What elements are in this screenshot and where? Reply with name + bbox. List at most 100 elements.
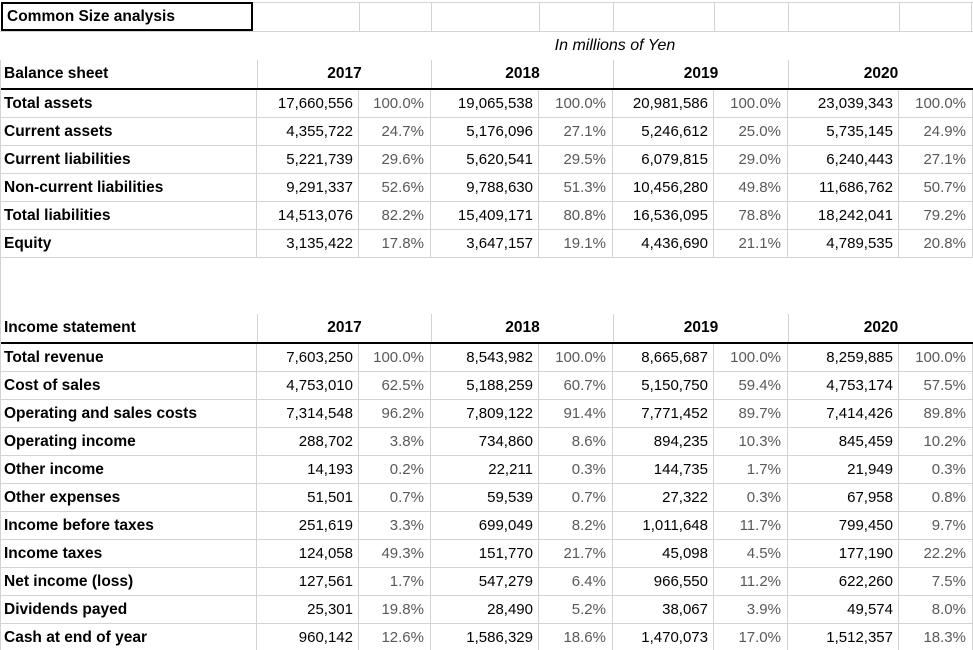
percent-cell[interactable]: 100.0%	[714, 90, 788, 117]
row-label[interactable]: Other expenses	[0, 484, 257, 511]
percent-cell[interactable]: 8.2%	[539, 512, 613, 539]
percent-cell[interactable]: 29.0%	[714, 146, 788, 173]
row-label[interactable]: Income taxes	[0, 540, 257, 567]
percent-cell[interactable]: 27.1%	[539, 118, 613, 145]
row-label[interactable]: Cash at end of year	[0, 624, 257, 650]
year-header-2020[interactable]: 2020	[788, 314, 973, 342]
row-label[interactable]: Total revenue	[0, 344, 257, 371]
percent-cell[interactable]: 51.3%	[539, 174, 613, 201]
value-cell[interactable]: 966,550	[613, 568, 714, 595]
percent-cell[interactable]: 89.8%	[899, 400, 973, 427]
percent-cell[interactable]: 3.9%	[714, 596, 788, 623]
percent-cell[interactable]: 8.6%	[539, 428, 613, 455]
percent-cell[interactable]: 20.8%	[899, 230, 973, 257]
percent-cell[interactable]: 0.3%	[539, 456, 613, 483]
percent-cell[interactable]: 3.8%	[359, 428, 431, 455]
row-label[interactable]: Operating and sales costs	[0, 400, 257, 427]
percent-cell[interactable]: 100.0%	[539, 344, 613, 371]
percent-cell[interactable]: 10.2%	[899, 428, 973, 455]
percent-cell[interactable]: 100.0%	[359, 344, 431, 371]
value-cell[interactable]: 4,436,690	[613, 230, 714, 257]
percent-cell[interactable]: 96.2%	[359, 400, 431, 427]
percent-cell[interactable]: 62.5%	[359, 372, 431, 399]
value-cell[interactable]: 622,260	[788, 568, 899, 595]
row-label[interactable]: Cost of sales	[0, 372, 257, 399]
value-cell[interactable]: 7,603,250	[257, 344, 359, 371]
value-cell[interactable]: 20,981,586	[613, 90, 714, 117]
row-label[interactable]: Non-current liabilities	[0, 174, 257, 201]
value-cell[interactable]: 5,188,259	[431, 372, 539, 399]
percent-cell[interactable]: 19.8%	[359, 596, 431, 623]
row-label[interactable]: Current assets	[0, 118, 257, 145]
percent-cell[interactable]: 18.6%	[539, 624, 613, 650]
value-cell[interactable]: 4,753,174	[788, 372, 899, 399]
title-cell[interactable]: Common Size analysis	[1, 2, 253, 31]
value-cell[interactable]: 15,409,171	[431, 202, 539, 229]
value-cell[interactable]: 251,619	[257, 512, 359, 539]
percent-cell[interactable]: 100.0%	[714, 344, 788, 371]
percent-cell[interactable]: 9.7%	[899, 512, 973, 539]
percent-cell[interactable]: 10.3%	[714, 428, 788, 455]
row-label[interactable]: Current liabilities	[0, 146, 257, 173]
row-label[interactable]: Other income	[0, 456, 257, 483]
value-cell[interactable]: 960,142	[257, 624, 359, 650]
value-cell[interactable]: 8,259,885	[788, 344, 899, 371]
value-cell[interactable]: 6,079,815	[613, 146, 714, 173]
percent-cell[interactable]: 17.0%	[714, 624, 788, 650]
row-label[interactable]: Dividends payed	[0, 596, 257, 623]
value-cell[interactable]: 25,301	[257, 596, 359, 623]
percent-cell[interactable]: 4.5%	[714, 540, 788, 567]
percent-cell[interactable]: 0.8%	[899, 484, 973, 511]
year-header-2020[interactable]: 2020	[788, 60, 973, 88]
row-label[interactable]: Total assets	[0, 90, 257, 117]
value-cell[interactable]: 177,190	[788, 540, 899, 567]
percent-cell[interactable]: 17.8%	[359, 230, 431, 257]
value-cell[interactable]: 151,770	[431, 540, 539, 567]
value-cell[interactable]: 4,789,535	[788, 230, 899, 257]
value-cell[interactable]: 7,771,452	[613, 400, 714, 427]
percent-cell[interactable]: 60.7%	[539, 372, 613, 399]
value-cell[interactable]: 45,098	[613, 540, 714, 567]
value-cell[interactable]: 14,193	[257, 456, 359, 483]
value-cell[interactable]: 14,513,076	[257, 202, 359, 229]
value-cell[interactable]: 7,809,122	[431, 400, 539, 427]
row-label[interactable]: Income before taxes	[0, 512, 257, 539]
value-cell[interactable]: 18,242,041	[788, 202, 899, 229]
value-cell[interactable]: 845,459	[788, 428, 899, 455]
percent-cell[interactable]: 100.0%	[359, 90, 431, 117]
value-cell[interactable]: 124,058	[257, 540, 359, 567]
section-label-income-statement[interactable]: Income statement	[4, 319, 136, 336]
row-label[interactable]: Net income (loss)	[0, 568, 257, 595]
percent-cell[interactable]: 3.3%	[359, 512, 431, 539]
value-cell[interactable]: 1,586,329	[431, 624, 539, 650]
percent-cell[interactable]: 21.7%	[539, 540, 613, 567]
percent-cell[interactable]: 8.0%	[899, 596, 973, 623]
value-cell[interactable]: 3,135,422	[257, 230, 359, 257]
percent-cell[interactable]: 49.3%	[359, 540, 431, 567]
value-cell[interactable]: 49,574	[788, 596, 899, 623]
percent-cell[interactable]: 100.0%	[899, 344, 973, 371]
percent-cell[interactable]: 18.3%	[899, 624, 973, 650]
percent-cell[interactable]: 11.2%	[714, 568, 788, 595]
percent-cell[interactable]: 19.1%	[539, 230, 613, 257]
percent-cell[interactable]: 82.2%	[359, 202, 431, 229]
percent-cell[interactable]: 12.6%	[359, 624, 431, 650]
percent-cell[interactable]: 0.7%	[539, 484, 613, 511]
value-cell[interactable]: 1,011,648	[613, 512, 714, 539]
value-cell[interactable]: 17,660,556	[257, 90, 359, 117]
percent-cell[interactable]: 5.2%	[539, 596, 613, 623]
percent-cell[interactable]: 7.5%	[899, 568, 973, 595]
value-cell[interactable]: 28,490	[431, 596, 539, 623]
percent-cell[interactable]: 0.3%	[714, 484, 788, 511]
value-cell[interactable]: 288,702	[257, 428, 359, 455]
value-cell[interactable]: 67,958	[788, 484, 899, 511]
value-cell[interactable]: 1,470,073	[613, 624, 714, 650]
percent-cell[interactable]: 78.8%	[714, 202, 788, 229]
percent-cell[interactable]: 50.7%	[899, 174, 973, 201]
percent-cell[interactable]: 79.2%	[899, 202, 973, 229]
value-cell[interactable]: 5,620,541	[431, 146, 539, 173]
percent-cell[interactable]: 21.1%	[714, 230, 788, 257]
value-cell[interactable]: 8,665,687	[613, 344, 714, 371]
percent-cell[interactable]: 89.7%	[714, 400, 788, 427]
value-cell[interactable]: 127,561	[257, 568, 359, 595]
